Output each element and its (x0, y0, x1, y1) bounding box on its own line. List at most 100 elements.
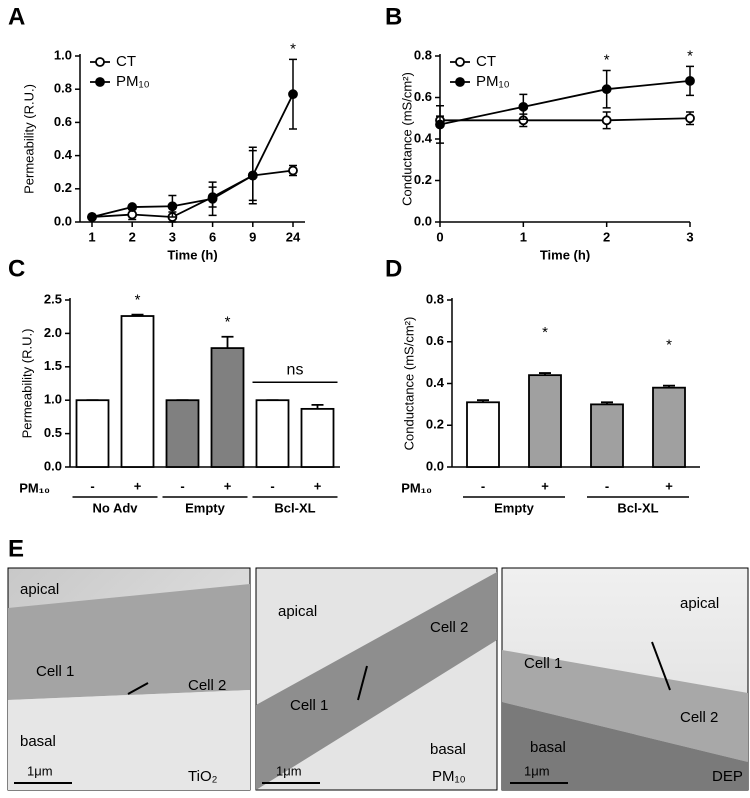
marker (288, 89, 298, 100)
marker (87, 212, 97, 222)
y-tick-label: 0.2 (414, 172, 432, 187)
series-line (91, 93, 294, 218)
basal-space (502, 702, 748, 790)
bar (300, 407, 335, 468)
x-tick-label: 9 (249, 229, 256, 244)
y-tick-label: 0.6 (426, 333, 444, 348)
label: apical (20, 581, 59, 598)
x-tick-label: 3 (686, 229, 693, 244)
category-label: + (541, 478, 549, 493)
y-tick-label: 1.5 (44, 358, 62, 373)
treatment-label: TiO₂ (188, 768, 218, 785)
category-label: + (314, 478, 322, 493)
bar (210, 347, 245, 468)
group-label: Bcl-XL (274, 500, 315, 515)
annotation: * (542, 324, 548, 341)
series-line (439, 80, 691, 126)
y-tick-label: 0.0 (426, 458, 444, 473)
bar (120, 315, 155, 468)
micrograph: apical Cell 1 Cell 2 basal 1μm TiO₂ (7, 567, 251, 791)
y-tick-label: 0.6 (414, 89, 432, 104)
panel-letter: C (8, 255, 25, 282)
y-tick-label: 0.8 (426, 291, 444, 306)
marker (247, 170, 258, 181)
legend-marker (455, 57, 465, 67)
bar (466, 401, 500, 468)
label: basal (20, 733, 56, 750)
y-tick-label: 0.4 (426, 375, 445, 390)
error-bar (221, 335, 234, 349)
series-line (91, 169, 294, 218)
marker (435, 119, 445, 130)
label: Cell 2 (188, 677, 226, 694)
y-tick-label: 2.5 (44, 291, 62, 306)
bar (652, 386, 686, 468)
y-tick-label: 0.6 (54, 114, 72, 129)
annotation: ns (287, 361, 304, 378)
y-tick-label: 0.2 (426, 417, 444, 432)
y-tick-label: 2.0 (44, 325, 62, 340)
annotation: * (135, 292, 141, 309)
treatment-label: PM₁₀ (432, 768, 466, 785)
y-tick-label: 0.8 (54, 81, 72, 96)
marker (601, 84, 612, 95)
label: apical (680, 595, 719, 612)
marker (167, 201, 178, 212)
x-tick-label: 2 (129, 229, 136, 244)
x-axis-label: Time (h) (540, 247, 590, 262)
panel-letter: D (385, 255, 402, 282)
bar (165, 399, 200, 468)
micrograph: apical Cell 1 Cell 2 basal 1μm DEP (501, 567, 749, 791)
annotation: * (225, 314, 231, 331)
y-tick-label: 0.0 (54, 213, 72, 228)
x-tick-label: 1 (88, 229, 95, 244)
y-tick-label: 0.2 (54, 180, 72, 195)
label: Cell 2 (430, 619, 468, 636)
tissue (256, 572, 497, 790)
label: Cell 1 (290, 697, 328, 714)
legend-label: CT (116, 53, 136, 70)
label: Cell 1 (36, 663, 74, 680)
tissue (8, 584, 250, 700)
legend-label: PM₁₀ (476, 73, 510, 90)
y-tick-label: 0.4 (414, 130, 433, 145)
scale-label: 1μm (27, 763, 53, 778)
marker (601, 115, 612, 126)
annotation: * (666, 337, 672, 354)
x-tick-label: 24 (286, 229, 301, 244)
x-tick-label: 3 (169, 229, 176, 244)
y-tick-label: 0.5 (44, 425, 62, 440)
tissue (502, 650, 748, 762)
scale-label: 1μm (276, 763, 302, 778)
panel-letter: E (8, 535, 24, 562)
category-label: - (180, 478, 184, 493)
label: apical (278, 603, 317, 620)
category-label: - (270, 478, 274, 493)
y-axis-label: Permeability (R.U.) (19, 329, 34, 439)
y-axis-label: Permeability (R.U.) (21, 84, 36, 194)
label: basal (430, 741, 466, 758)
arrow (651, 641, 671, 691)
x-tick-label: 0 (436, 229, 443, 244)
annotation: * (687, 47, 693, 64)
category-label: + (224, 478, 232, 493)
marker (127, 202, 138, 212)
bar (528, 374, 562, 468)
y-axis-label: Conductance (mS/cm²) (399, 72, 414, 206)
category-label: - (481, 478, 485, 493)
arrow (357, 665, 368, 701)
group-label: No Adv (92, 500, 138, 515)
annotation: * (290, 40, 296, 57)
legend-label: CT (476, 53, 496, 70)
marker (207, 193, 218, 204)
marker (685, 113, 695, 124)
x-tick-label: 6 (209, 229, 216, 244)
x-tick-label: 2 (603, 229, 610, 244)
group-label: Bcl-XL (617, 500, 658, 515)
category-label: + (134, 478, 142, 493)
category-label: - (90, 478, 94, 493)
marker (685, 76, 695, 86)
y-axis-label: Conductance (mS/cm²) (401, 317, 416, 451)
